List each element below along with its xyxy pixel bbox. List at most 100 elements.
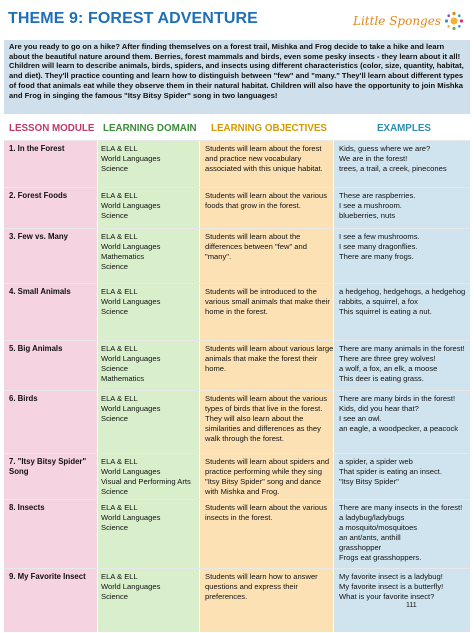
domain-item: Science — [101, 364, 129, 373]
example-item: I see a mushroom. — [339, 201, 402, 210]
domain-item: Science — [101, 487, 129, 496]
logo-text: Little Sponges — [352, 14, 441, 28]
domain-item: ELA & ELL — [101, 572, 138, 581]
module-column-bg — [4, 140, 97, 632]
domain-item: World Languages — [101, 467, 161, 476]
example-item: a mosquito/mosquitoes — [339, 523, 418, 532]
domain-item: World Languages — [101, 404, 161, 413]
table-row: 9. My Favorite Insect ELA & ELL World Lang… — [4, 570, 470, 632]
table-header: LESSON MODULE LEARNING DOMAIN LEARNING O… — [0, 118, 474, 140]
learning-objectives-cell: Students will learn about the difference… — [205, 232, 307, 261]
examples-cell: My favorite insect is a ladybug! My favor… — [339, 572, 471, 602]
row-divider — [4, 340, 470, 341]
learning-objectives-cell: Students will learn about various large … — [205, 344, 334, 373]
example-item: There are many insects in the forest! — [339, 503, 463, 512]
header-learning-domain: LEARNING DOMAIN — [103, 123, 197, 134]
row-divider — [4, 228, 470, 229]
learning-domain-cell: ELA & ELL World Languages Visual and Perfo… — [101, 457, 201, 497]
row-divider — [4, 499, 470, 500]
page-header: THEME 9: FOREST ADVENTURE Little Sponges — [0, 0, 474, 40]
domain-item: ELA & ELL — [101, 144, 138, 153]
example-item: This squirrel is eating a nut. — [339, 307, 432, 316]
header-lesson-module: LESSON MODULE — [9, 123, 95, 134]
row-divider — [4, 390, 470, 391]
examples-cell: I see a few mushrooms. I see many dragonf… — [339, 232, 471, 262]
lesson-module-cell: 8. Insects — [9, 503, 45, 512]
lesson-module-cell: 1. In the Forest — [9, 144, 65, 153]
lesson-module-cell: 6. Birds — [9, 394, 38, 403]
learning-objectives-cell: Students will learn about the various in… — [205, 503, 327, 522]
domain-item: Science — [101, 592, 129, 601]
row-divider — [4, 568, 470, 569]
example-item: This deer is eating grass. — [339, 374, 424, 383]
example-item: We are in the forest! — [339, 154, 408, 163]
example-item: blueberries, nuts — [339, 211, 396, 220]
examples-cell: a hedgehog, hedgehogs, a hedgehog rabbits… — [339, 287, 471, 317]
learning-objectives-cell: Students will be introduced to the vario… — [205, 287, 330, 316]
learning-domain-cell: ELA & ELL World Languages Science Mathemati… — [101, 344, 201, 384]
lesson-module-cell: 3. Few vs. Many — [9, 232, 68, 241]
learning-objectives-cell: Students will learn about the forest and… — [205, 144, 323, 173]
learning-domain-cell: ELA & ELL World Languages Science — [101, 191, 201, 221]
example-item: Frogs eat grasshoppers. — [339, 553, 422, 562]
domain-item: World Languages — [101, 242, 161, 251]
row-divider — [4, 283, 470, 284]
learning-domain-cell: ELA & ELL World Languages Science — [101, 572, 201, 602]
learning-objectives-cell: Students will learn how to answer questi… — [205, 572, 318, 601]
domain-item: Mathematics — [101, 374, 145, 383]
page-number: 111 — [406, 602, 417, 609]
lesson-module-cell: 5. Big Animals — [9, 344, 63, 353]
domain-item: World Languages — [101, 513, 161, 522]
examples-cell: a spider, a spider web That spider is eat… — [339, 457, 471, 487]
sun-burst-icon — [444, 11, 464, 31]
example-item: a spider, a spider web — [339, 457, 413, 466]
domain-item: Science — [101, 211, 129, 220]
page-title: THEME 9: FOREST ADVENTURE — [8, 10, 258, 27]
example-item: There are many birds in the forest! — [339, 394, 456, 403]
learning-domain-cell: ELA & ELL World Languages Science — [101, 144, 201, 174]
domain-item: World Languages — [101, 297, 161, 306]
row-divider — [4, 453, 470, 454]
examples-cell: Kids, guess where we are? We are in the f… — [339, 144, 471, 174]
learning-objectives-cell: Students will learn about the various fo… — [205, 191, 327, 210]
domain-item: Science — [101, 307, 129, 316]
example-item: an ant/ants, anthill — [339, 533, 401, 542]
domain-item: World Languages — [101, 354, 161, 363]
domain-item: Science — [101, 523, 129, 532]
learning-domain-cell: ELA & ELL World Languages Science — [101, 503, 201, 533]
lesson-module-cell: 7. "Itsy Bitsy Spider" Song — [9, 457, 87, 476]
example-item: My favorite insect is a butterfly! — [339, 582, 444, 591]
lesson-module-cell: 4. Small Animals — [9, 287, 71, 296]
table-row: 7. "Itsy Bitsy Spider" Song ELA & ELL Worl… — [4, 455, 470, 499]
domain-item: Science — [101, 262, 129, 271]
learning-objectives-cell: Students will learn about spiders and pr… — [205, 457, 330, 496]
example-item: These are raspberries. — [339, 191, 416, 200]
domain-item: World Languages — [101, 201, 161, 210]
lesson-module-cell: 2. Forest Foods — [9, 191, 68, 200]
domain-item: ELA & ELL — [101, 457, 138, 466]
domain-column-bg — [98, 140, 199, 632]
example-item: a hedgehog, hedgehogs, a hedgehog — [339, 287, 466, 296]
little-sponges-logo: Little Sponges — [353, 6, 464, 36]
table-row: 4. Small Animals ELA & ELL World Languages… — [4, 285, 470, 340]
domain-item: Science — [101, 164, 129, 173]
domain-item: World Languages — [101, 154, 161, 163]
table-row: 8. Insects ELA & ELL World Languages Scienc… — [4, 501, 470, 568]
example-item: rabbits, a squirrel, a fox — [339, 297, 418, 306]
domain-item: ELA & ELL — [101, 191, 138, 200]
domain-item: ELA & ELL — [101, 344, 138, 353]
example-item: Kids, did you hear that? — [339, 404, 419, 413]
example-item: a wolf, a fox, an elk, a moose — [339, 364, 438, 373]
example-item: I see a few mushrooms. — [339, 232, 420, 241]
example-item: There are three grey wolves! — [339, 354, 436, 363]
example-item: grasshopper — [339, 543, 382, 552]
learning-domain-cell: ELA & ELL World Languages Science — [101, 394, 201, 424]
example-item: There are many animals in the forest! — [339, 344, 465, 353]
example-item: I see many dragonflies. — [339, 242, 418, 251]
domain-item: Science — [101, 414, 129, 423]
table-row: 6. Birds ELA & ELL World Languages Science S… — [4, 392, 470, 453]
table-row: 1. In the Forest ELA & ELL World Languages… — [4, 142, 470, 187]
table-row: 5. Big Animals ELA & ELL World Languages Sc… — [4, 342, 470, 390]
table-row: 3. Few vs. Many ELA & ELL World Languages M… — [4, 230, 470, 283]
learning-objectives-cell: Students will learn about the various ty… — [205, 394, 327, 443]
